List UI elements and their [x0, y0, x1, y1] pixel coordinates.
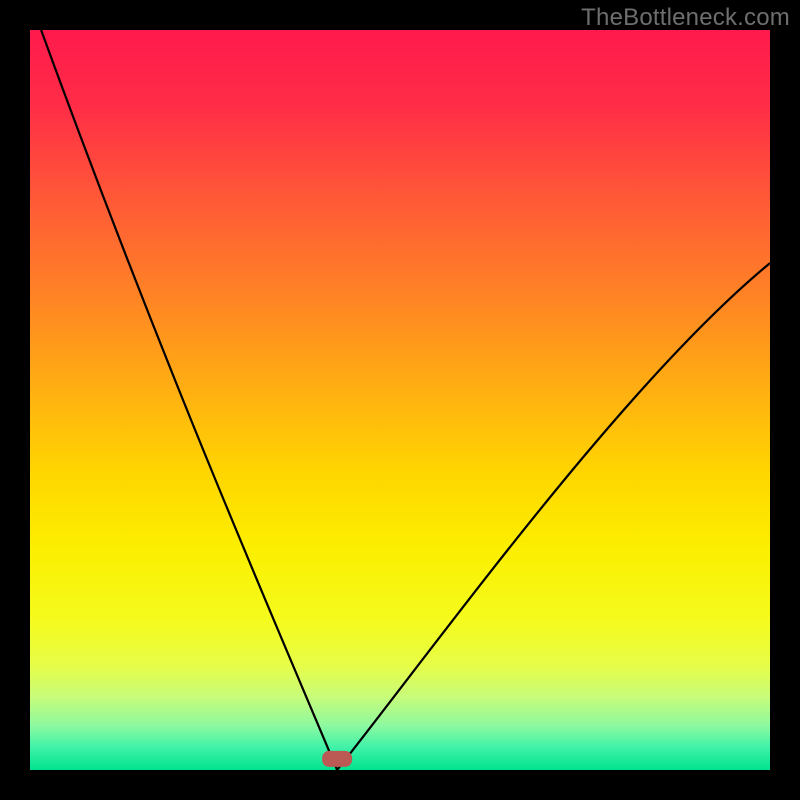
plot-background	[30, 30, 770, 770]
frame-right	[770, 0, 800, 800]
watermark-text: TheBottleneck.com	[581, 4, 790, 32]
canvas: TheBottleneck.com	[0, 0, 800, 800]
notch-marker	[322, 751, 352, 767]
frame-left	[0, 0, 30, 800]
frame-bottom	[0, 770, 800, 800]
chart-plot	[0, 0, 800, 800]
